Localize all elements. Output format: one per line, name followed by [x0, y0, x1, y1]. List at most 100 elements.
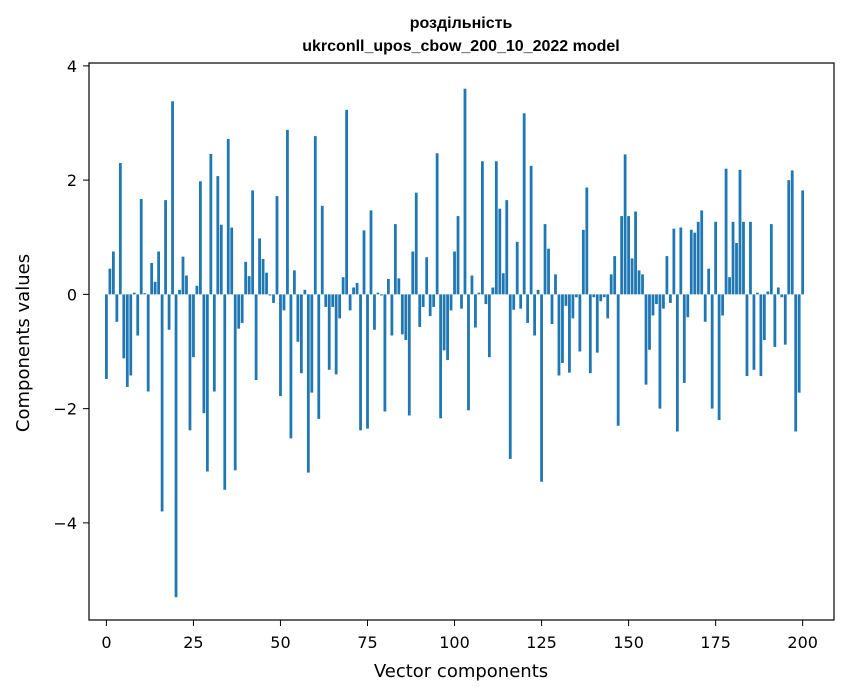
bar-191: [769, 224, 773, 295]
bar-189: [762, 294, 766, 341]
bar-160: [662, 294, 665, 309]
bar-4: [118, 162, 122, 295]
bar-193: [776, 287, 780, 295]
bar-39: [240, 294, 244, 323]
bar-66: [334, 294, 338, 375]
bar-55: [296, 294, 300, 342]
bar-183: [742, 221, 745, 295]
bar-176: [717, 294, 721, 421]
x-tick-label: 125: [526, 633, 557, 652]
bar-133: [568, 294, 571, 373]
bar-6: [125, 294, 129, 387]
bar-151: [630, 258, 634, 295]
bar-185: [749, 221, 752, 295]
bar-156: [648, 294, 651, 350]
bar-194: [780, 294, 784, 298]
bar-142: [599, 294, 603, 302]
bar-184: [745, 294, 749, 377]
bar-168: [689, 229, 693, 295]
bar-144: [606, 294, 610, 319]
bar-58: [306, 294, 310, 473]
bar-12: [146, 294, 150, 392]
plot-frame: [88, 62, 835, 621]
bar-91: [421, 294, 425, 307]
bar-105: [470, 275, 474, 295]
bar-41: [247, 276, 251, 295]
bar-56: [299, 294, 303, 374]
bar-131: [561, 294, 564, 363]
bar-121: [526, 294, 530, 323]
bar-118: [515, 241, 519, 295]
bar-86: [404, 294, 408, 341]
bar-32: [216, 176, 220, 295]
bar-63: [324, 294, 328, 307]
bar-174: [710, 294, 714, 409]
bar-132: [564, 294, 568, 306]
bar-40: [244, 261, 248, 295]
bar-99: [449, 294, 453, 311]
bar-16: [160, 294, 164, 512]
bar-162: [668, 294, 672, 303]
bar-67: [338, 294, 342, 319]
bar-94: [432, 294, 436, 307]
bar-150: [627, 216, 630, 295]
bar-158: [655, 294, 658, 305]
bar-122: [529, 165, 533, 295]
bar-71: [352, 287, 355, 295]
bar-69: [345, 109, 349, 295]
bar-88: [411, 251, 415, 295]
chart-title: роздільність: [410, 15, 513, 32]
bar-147: [616, 294, 620, 426]
bar-11: [143, 293, 147, 295]
bar-72: [355, 282, 359, 295]
bar-34: [223, 294, 227, 490]
bar-42: [251, 190, 255, 295]
bar-60: [313, 136, 317, 295]
bar-97: [442, 294, 446, 351]
bar-148: [620, 216, 624, 295]
bar-95: [435, 153, 439, 295]
bar-101: [456, 216, 460, 295]
bar-75: [366, 294, 369, 429]
bar-178: [724, 168, 728, 295]
bar-125: [540, 294, 543, 482]
bar-136: [578, 294, 582, 352]
bar-190: [766, 291, 770, 295]
bar-128: [550, 294, 554, 325]
bar-139: [588, 294, 592, 374]
bar-127: [547, 248, 550, 295]
bar-165: [679, 227, 683, 295]
bar-46: [265, 272, 268, 295]
x-tick-label: 0: [101, 633, 111, 652]
bar-81: [387, 278, 390, 295]
bar-124: [536, 289, 540, 295]
bar-53: [289, 294, 293, 439]
bar-149: [623, 154, 627, 295]
bar-76: [369, 210, 373, 295]
bar-89: [414, 192, 418, 295]
bar-141: [595, 294, 599, 353]
bar-104: [467, 294, 470, 411]
bar-79: [380, 294, 383, 296]
bar-111: [491, 287, 495, 295]
bar-130: [557, 294, 561, 376]
x-tick-label: 100: [439, 633, 470, 652]
bar-146: [613, 256, 617, 295]
bar-107: [477, 292, 481, 295]
bar-159: [658, 294, 662, 409]
bar-14: [153, 281, 157, 295]
bar-163: [672, 228, 676, 295]
bar-188: [759, 294, 763, 377]
bar-27: [199, 181, 202, 295]
bar-109: [484, 294, 488, 305]
bar-153: [637, 270, 641, 295]
y-tick-label: −4: [53, 514, 77, 533]
bar-129: [554, 274, 557, 295]
bar-196: [787, 180, 791, 295]
bar-87: [407, 294, 411, 416]
bar-62: [320, 205, 324, 295]
bar-77: [373, 294, 376, 330]
bar-177: [721, 294, 724, 316]
bar-21: [178, 289, 181, 295]
x-tick-label: 175: [700, 633, 731, 652]
